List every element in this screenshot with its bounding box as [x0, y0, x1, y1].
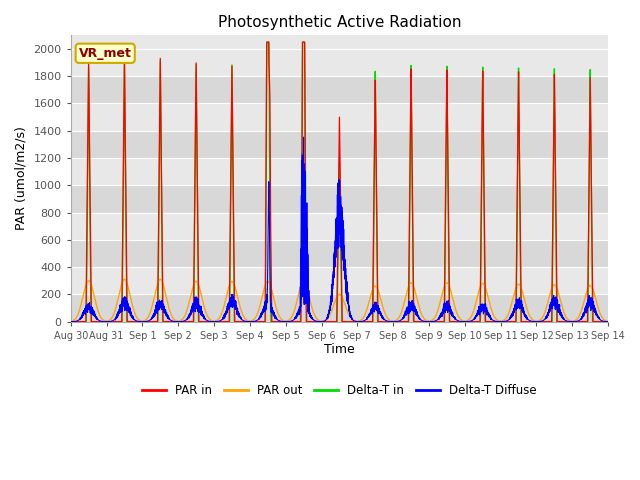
X-axis label: Time: Time [324, 343, 355, 357]
Bar [70, 104, 608, 131]
Bar [70, 158, 608, 185]
Y-axis label: PAR (umol/m2/s): PAR (umol/m2/s) [15, 127, 28, 230]
Bar [70, 131, 608, 158]
Bar [70, 185, 608, 213]
Bar [70, 294, 608, 322]
Title: Photosynthetic Active Radiation: Photosynthetic Active Radiation [218, 15, 461, 30]
Text: VR_met: VR_met [79, 47, 132, 60]
Bar [70, 267, 608, 294]
Bar [70, 213, 608, 240]
Bar [70, 76, 608, 104]
Legend: PAR in, PAR out, Delta-T in, Delta-T Diffuse: PAR in, PAR out, Delta-T in, Delta-T Dif… [138, 379, 541, 402]
Bar [70, 49, 608, 76]
Bar [70, 240, 608, 267]
